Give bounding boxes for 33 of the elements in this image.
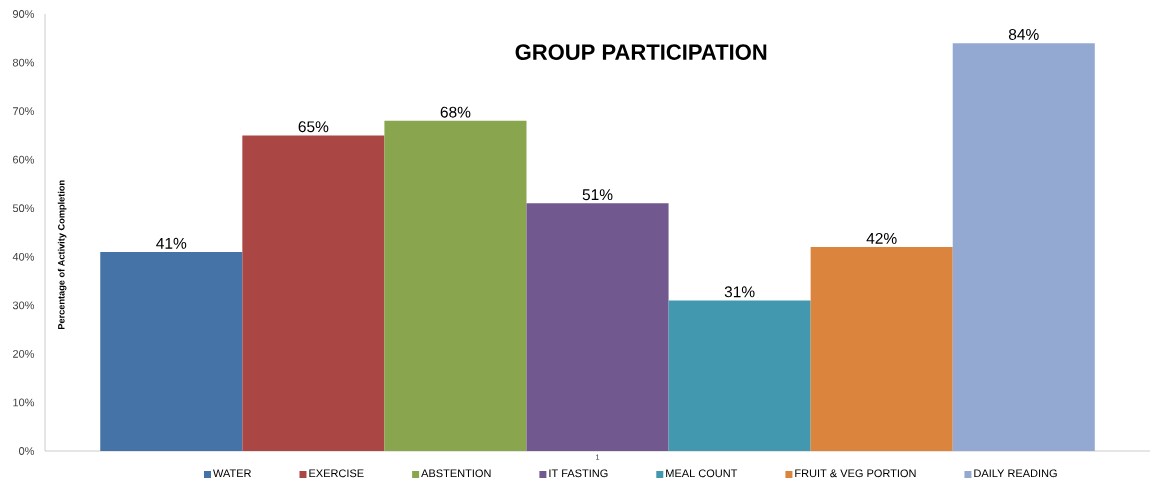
bar xyxy=(952,43,1095,451)
y-tick-label: 50% xyxy=(12,204,35,213)
y-tick-label: 10% xyxy=(13,398,35,407)
legend-label: FRUIT & VEG PORTION xyxy=(795,469,916,478)
bar xyxy=(384,120,527,451)
legend-label: MEAL COUNT xyxy=(666,469,738,478)
legend-label: DAILY READING xyxy=(974,469,1057,478)
data-label: 84% xyxy=(1008,28,1039,40)
y-tick-label: 30% xyxy=(12,301,35,310)
y-tick-label: 20% xyxy=(13,350,35,358)
bar xyxy=(526,203,669,451)
data-label: 68% xyxy=(440,106,471,118)
bar xyxy=(100,251,243,451)
bar xyxy=(810,247,953,451)
y-tick-label: 90% xyxy=(12,10,35,18)
y-tick-label: 80% xyxy=(12,58,35,67)
data-label: 65% xyxy=(298,121,329,133)
legend-label: IT FASTING xyxy=(549,469,608,478)
legend-label: EXERCISE xyxy=(309,469,364,478)
legend-label: WATER xyxy=(213,469,251,478)
bar xyxy=(242,135,385,451)
data-label: 51% xyxy=(582,189,613,201)
y-tick-label: 70% xyxy=(13,107,35,116)
legend-label: ABSTENTION xyxy=(421,469,491,478)
data-label: 42% xyxy=(866,232,897,244)
y-tick-label: 0% xyxy=(19,447,35,455)
text: GROUP PARTICIPATION xyxy=(515,44,767,60)
data-label: 41% xyxy=(156,237,187,249)
bar xyxy=(668,300,811,451)
y-axis-title: Percentage of Activity Completion xyxy=(57,180,67,330)
data-label: 31% xyxy=(724,286,755,298)
y-tick-label: 60% xyxy=(13,155,35,164)
y-tick-label: 40% xyxy=(12,252,35,261)
